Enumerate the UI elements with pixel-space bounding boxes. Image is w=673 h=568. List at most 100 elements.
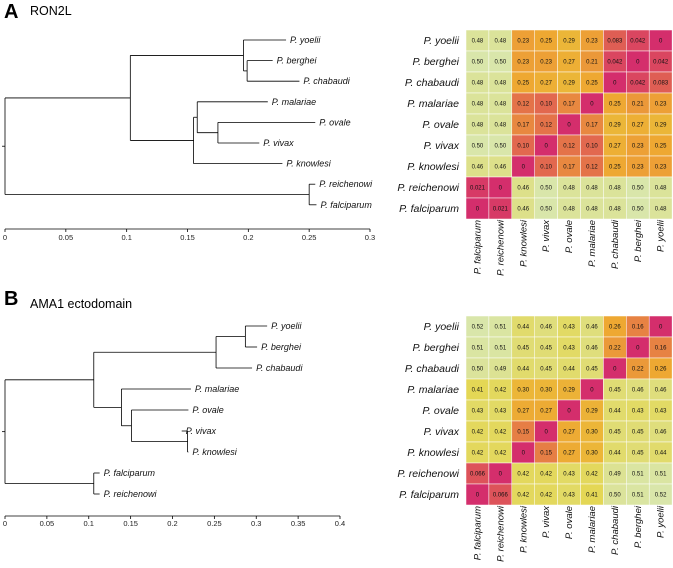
heatmap-0-column-label: P. ovale <box>564 220 575 253</box>
heatmap-0-cell-value: 0.48 <box>495 102 507 108</box>
heatmap-1-column-label: P. falciparum <box>472 506 483 560</box>
heatmap-1-row-label: P. chabaudi <box>405 363 460 375</box>
heatmap-1-cell-value: 0.066 <box>493 493 509 499</box>
tree-1-tick-label: 0 <box>3 519 7 528</box>
heatmap-0-cell-value: 0.23 <box>517 39 529 45</box>
heatmap-0-cell-value: 0.50 <box>495 144 507 150</box>
heatmap-1-cell-value: 0.41 <box>586 493 598 499</box>
heatmap-0-row-label: P. berghei <box>412 56 459 68</box>
heatmap-1-row-label: P. falciparum <box>399 489 459 501</box>
heatmap-0-cell-value: 0.23 <box>655 102 667 108</box>
heatmap-0-cell-value: 0.23 <box>632 165 644 171</box>
heatmap-1-cell-value: 0.30 <box>586 430 598 436</box>
tree-0-tick-label: 0.3 <box>365 233 375 242</box>
tree-0-leaf-label: P. berghei <box>277 56 318 66</box>
tree-0-leaf-label: P. falciparum <box>320 200 372 210</box>
heatmap-1-cell-value: 0 <box>476 493 480 499</box>
heatmap-1-cell-value: 0 <box>499 472 503 478</box>
tree-0-tick-label: 0.2 <box>243 233 253 242</box>
heatmap-1-column-label: P. chabaudi <box>610 505 621 555</box>
heatmap-1-cell-value: 0.43 <box>563 472 575 478</box>
heatmap-1-cell-value: 0 <box>613 367 617 373</box>
heatmap-1-column-label: P. berghei <box>633 505 644 548</box>
heatmap-0-cell-value: 0.17 <box>586 123 598 129</box>
heatmap-1-cell-value: 0.46 <box>655 430 667 436</box>
heatmap-1-cell-value: 0.43 <box>563 493 575 499</box>
heatmap-1-cell-value: 0.52 <box>472 325 484 331</box>
heatmap-0-cell-value: 0.50 <box>632 186 644 192</box>
heatmap-1-cell-value: 0.45 <box>540 367 552 373</box>
heatmap-1-row-label: P. yoelii <box>424 321 460 333</box>
panel-title: RON2L <box>30 4 72 18</box>
heatmap-1-cell-value: 0.30 <box>586 451 598 457</box>
heatmap-1-cell-value: 0.42 <box>540 472 552 478</box>
heatmap-1-cell-value: 0.42 <box>472 451 484 457</box>
tree-0-leaf-label: P. chabaudi <box>303 76 350 86</box>
heatmap-1-cell-value: 0.44 <box>655 451 667 457</box>
heatmap-0-column-label: P. knowlesi <box>518 219 529 267</box>
tree-0-tick-label: 0.15 <box>180 233 195 242</box>
heatmap-0-column-label: P. reichenowi <box>495 219 506 276</box>
heatmap-0-row-label: P. reichenowi <box>397 182 459 194</box>
heatmap-0-cell-value: 0.46 <box>517 207 529 213</box>
heatmap-0-cell-value: 0.042 <box>630 81 646 87</box>
heatmap-0-column-label: P. berghei <box>633 219 644 262</box>
heatmap-1-cell-value: 0.49 <box>495 367 507 373</box>
tree-0-tick-label: 0.05 <box>59 233 74 242</box>
heatmap-1-cell-value: 0.44 <box>563 367 575 373</box>
heatmap-0-cell-value: 0.50 <box>632 207 644 213</box>
heatmap-0-cell-value: 0.50 <box>472 144 484 150</box>
heatmap-0-cell-value: 0.042 <box>607 60 623 66</box>
tree-1-tick-label: 0.1 <box>84 519 94 528</box>
heatmap-1-column-label: P. reichenowi <box>495 505 506 562</box>
heatmap-0-cell-value: 0.29 <box>563 39 575 45</box>
heatmap-1-cell-value: 0.46 <box>655 388 667 394</box>
heatmap-1-cell-value: 0.51 <box>632 493 644 499</box>
heatmap-0-cell-value: 0.17 <box>563 165 575 171</box>
heatmap-1-cell-value: 0.26 <box>609 325 621 331</box>
tree-1-tick-label: 0.15 <box>123 519 138 528</box>
heatmap-0-cell-value: 0.25 <box>517 81 529 87</box>
heatmap-1-cell-value: 0.43 <box>655 409 667 415</box>
heatmap-0-row-label: P. chabaudi <box>405 77 460 89</box>
heatmap-0-row-label: P. malariae <box>407 98 459 110</box>
heatmap-0-cell-value: 0.042 <box>630 39 646 45</box>
heatmap-0-cell-value: 0.48 <box>586 207 598 213</box>
heatmap-0-cell-value: 0.27 <box>563 60 575 66</box>
heatmap-1-cell-value: 0.15 <box>540 451 552 457</box>
heatmap-0-column-label: P. vivax <box>541 219 552 252</box>
tree-0-leaf-label: P. knowlesi <box>286 159 331 169</box>
tree-1-leaf-label: P. ovale <box>192 405 223 415</box>
heatmap-0-cell-value: 0.10 <box>586 144 598 150</box>
heatmap-1-cell-value: 0.43 <box>472 409 484 415</box>
heatmap-0-row-label: P. vivax <box>424 140 460 152</box>
heatmap-0-cell-value: 0.23 <box>540 60 552 66</box>
heatmap-0-cell-value: 0.48 <box>586 186 598 192</box>
tree-1-leaf-label: P. reichenowi <box>104 489 158 499</box>
heatmap-0-cell-value: 0 <box>636 60 640 66</box>
heatmap-1-row-label: P. reichenowi <box>397 468 459 480</box>
heatmap-1-row-label: P. vivax <box>424 426 460 438</box>
tree-0-leaf-label: P. ovale <box>319 117 350 127</box>
heatmap-0-cell-value: 0.083 <box>653 81 669 87</box>
heatmap-1-cell-value: 0.42 <box>586 472 598 478</box>
heatmap-1-cell-value: 0.30 <box>517 388 529 394</box>
heatmap-1-column-label: P. ovale <box>564 506 575 539</box>
heatmap-0-cell-value: 0.23 <box>655 165 667 171</box>
heatmap-0-cell-value: 0.12 <box>563 144 575 150</box>
heatmap-1-cell-value: 0.27 <box>563 430 575 436</box>
heatmap-1-cell-value: 0.42 <box>495 451 507 457</box>
heatmap-1-cell-value: 0.44 <box>609 451 621 457</box>
heatmap-1-cell-value: 0.42 <box>495 388 507 394</box>
heatmap-1-cell-value: 0.29 <box>586 409 598 415</box>
heatmap-1-cell-value: 0.27 <box>563 451 575 457</box>
heatmap-0-cell-value: 0.25 <box>540 39 552 45</box>
heatmap-1-cell-value: 0.16 <box>655 346 667 352</box>
heatmap-0-cell-value: 0.10 <box>540 165 552 171</box>
panel-letter: A <box>4 1 18 23</box>
heatmap-1-row-label: P. ovale <box>422 405 459 417</box>
heatmap-0-cell-value: 0.021 <box>470 186 486 192</box>
heatmap-0-cell-value: 0.25 <box>655 144 667 150</box>
heatmap-1-cell-value: 0.29 <box>563 388 575 394</box>
heatmap-1-cell-value: 0.46 <box>586 325 598 331</box>
